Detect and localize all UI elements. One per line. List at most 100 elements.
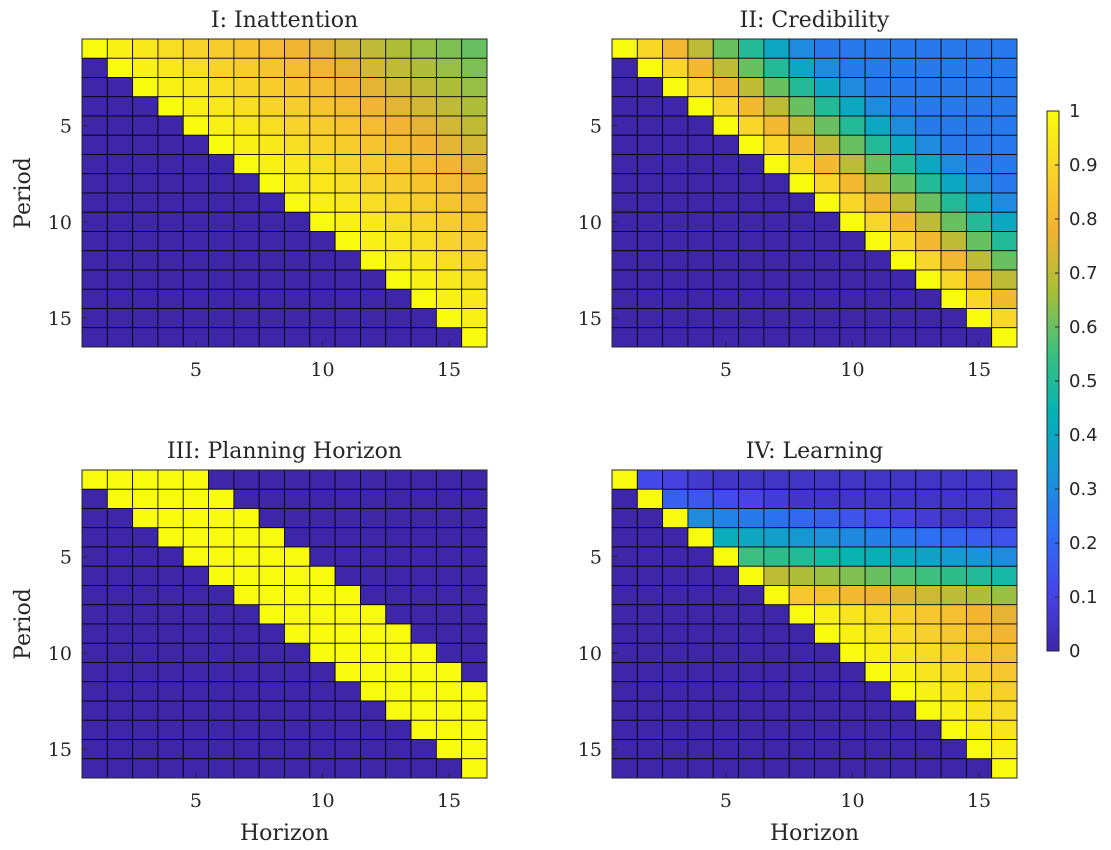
heatmap-cell-credibility-r4-c13 <box>915 96 942 117</box>
heatmap-cell-inattention-r3-c10 <box>309 77 336 98</box>
heatmap-cell-credibility-r13-c16 <box>991 269 1018 290</box>
heatmap-cell-planning-horizon-r2-c3 <box>132 488 159 509</box>
heatmap-cell-learning-r1-c7 <box>763 469 790 490</box>
heatmap-cell-learning-r9-c13 <box>915 623 942 644</box>
heatmap-cell-learning-r7-c14 <box>940 585 967 606</box>
heatmap-cell-inattention-r12-c6 <box>208 250 235 271</box>
heatmap-cell-inattention-r15-c5 <box>182 308 209 329</box>
heatmap-cell-credibility-r14-c7 <box>763 288 790 309</box>
heatmap-cell-credibility-r12-c10 <box>839 250 866 271</box>
heatmap-cell-planning-horizon-r11-c7 <box>233 662 260 683</box>
heatmap-cell-credibility-r12-c14 <box>940 250 967 271</box>
heatmap-cell-learning-r13-c5 <box>712 700 739 721</box>
heatmap-cell-credibility-r6-c3 <box>662 134 689 155</box>
heatmap-cell-planning-horizon-r6-c10 <box>309 565 336 586</box>
heatmap-cell-planning-horizon-r15-c16 <box>461 739 488 760</box>
heatmap-cell-learning-r10-c9 <box>814 642 841 663</box>
heatmap-cell-planning-horizon-r2-c6 <box>208 488 235 509</box>
heatmap-cell-inattention-r12-c2 <box>106 250 134 271</box>
heatmap-cell-inattention-r5-c6 <box>208 115 235 136</box>
heatmap-cell-learning-r3-c9 <box>814 508 841 529</box>
heatmap-cell-planning-horizon-r6-c12 <box>360 565 387 586</box>
heatmap-cell-credibility-r3-c2 <box>636 77 664 98</box>
heatmap-cell-learning-r9-c6 <box>738 623 765 644</box>
heatmap-cell-credibility-r12-c3 <box>662 250 689 271</box>
heatmap-cell-credibility-r15-c4 <box>687 308 714 329</box>
heatmap-cell-planning-horizon-r14-c3 <box>132 719 159 740</box>
heatmap-cell-learning-r9-c5 <box>712 623 739 644</box>
heatmap-cell-learning-r12-c2 <box>636 681 664 702</box>
heatmap-cell-planning-horizon-r1-c7 <box>233 469 260 490</box>
heatmap-cell-inattention-r11-c9 <box>284 231 311 252</box>
heatmap-cell-credibility-r7-c8 <box>788 154 815 175</box>
heatmap-cell-planning-horizon-r7-c7 <box>233 585 260 606</box>
heatmap-cell-learning-r15-c11 <box>864 739 891 760</box>
heatmap-cell-planning-horizon-r13-c4 <box>157 700 184 721</box>
x-tick-label-learning-10: 10 <box>840 790 864 812</box>
heatmap-cell-planning-horizon-r15-c11 <box>334 739 361 760</box>
heatmap-cell-credibility-r1-c15 <box>965 38 993 59</box>
heatmap-cell-inattention-r4-c16 <box>461 96 488 117</box>
heatmap-cell-inattention-r8-c13 <box>385 173 412 194</box>
heatmap-cell-learning-r16-c8 <box>788 758 815 779</box>
heatmap-cell-learning-r6-c14 <box>940 565 967 586</box>
heatmap-cell-planning-horizon-r10-c16 <box>461 642 488 663</box>
heatmap-cell-planning-horizon-r9-c5 <box>182 623 209 644</box>
heatmap-cell-inattention-r15-c7 <box>233 308 260 329</box>
heatmap-cell-planning-horizon-r4-c6 <box>208 527 235 548</box>
heatmap-cell-inattention-r7-c15 <box>435 154 463 175</box>
heatmap-cell-inattention-r1-c5 <box>182 38 209 59</box>
heatmap-cell-planning-horizon-r13-c16 <box>461 700 488 721</box>
heatmap-cell-planning-horizon-r8-c6 <box>208 604 235 625</box>
heatmap-cell-learning-r9-c7 <box>763 623 790 644</box>
heatmap-cell-planning-horizon-r3-c12 <box>360 508 387 529</box>
heatmap-cell-planning-horizon-r4-c3 <box>132 527 159 548</box>
heatmap-cell-credibility-r2-c10 <box>839 57 866 78</box>
colorbar-tick-label-0: 0 <box>1069 641 1080 662</box>
heatmap-cell-learning-r13-c13 <box>915 700 942 721</box>
heatmap-cell-inattention-r5-c15 <box>435 115 463 136</box>
heatmap-cell-inattention-r11-c14 <box>410 231 437 252</box>
heatmap-cell-inattention-r11-c4 <box>157 231 184 252</box>
heatmap-cell-learning-r3-c12 <box>890 508 917 529</box>
heatmap-cell-inattention-r3-c15 <box>435 77 463 98</box>
heatmap-cell-credibility-r8-c3 <box>662 173 689 194</box>
heatmap-cell-credibility-r10-c7 <box>763 211 790 232</box>
heatmap-cell-credibility-r13-c7 <box>763 269 790 290</box>
heatmap-cell-planning-horizon-r7-c14 <box>410 585 437 606</box>
heatmap-cell-learning-r14-c3 <box>662 719 689 740</box>
heatmap-cell-inattention-r16-c9 <box>284 327 311 348</box>
heatmap-cell-learning-r9-c3 <box>662 623 689 644</box>
heatmap-cell-learning-r2-c5 <box>712 488 739 509</box>
x-tick-label-inattention-15: 15 <box>437 359 461 381</box>
heatmap-cell-planning-horizon-r7-c16 <box>461 585 488 606</box>
heatmap-cell-credibility-r11-c9 <box>814 231 841 252</box>
heatmap-cell-inattention-r13-c8 <box>258 269 285 290</box>
heatmap-cell-planning-horizon-r9-c10 <box>309 623 336 644</box>
heatmap-cell-learning-r5-c3 <box>662 546 689 567</box>
heatmap-cell-learning-r4-c1 <box>611 527 638 548</box>
heatmap-cell-planning-horizon-r16-c11 <box>334 758 361 779</box>
heatmap-cell-planning-horizon-r11-c9 <box>284 662 311 683</box>
colorbar-tick-label-9: 0.9 <box>1069 155 1098 176</box>
heatmap-cell-learning-r1-c6 <box>738 469 765 490</box>
heatmap-cell-inattention-r13-c1 <box>81 269 108 290</box>
heatmap-cell-learning-r16-c13 <box>915 758 942 779</box>
heatmap-cell-inattention-r9-c12 <box>360 192 387 213</box>
heatmap-cell-credibility-r13-c12 <box>890 269 917 290</box>
heatmap-cell-learning-r12-c5 <box>712 681 739 702</box>
heatmap-cell-planning-horizon-r15-c12 <box>360 739 387 760</box>
heatmap-cell-learning-r10-c7 <box>763 642 790 663</box>
heatmap-cell-credibility-r14-c12 <box>890 288 917 309</box>
heatmap-cell-learning-r2-c12 <box>890 488 917 509</box>
heatmap-cell-planning-horizon-r12-c13 <box>385 681 412 702</box>
heatmap-cell-planning-horizon-r3-c13 <box>385 508 412 529</box>
heatmap-cell-planning-horizon-r5-c16 <box>461 546 488 567</box>
heatmap-cell-credibility-r3-c7 <box>763 77 790 98</box>
heatmap-cell-inattention-r2-c6 <box>208 57 235 78</box>
heatmap-cell-learning-r15-c15 <box>965 739 993 760</box>
heatmap-cell-learning-r4-c3 <box>662 527 689 548</box>
heatmap-cell-learning-r1-c16 <box>991 469 1018 490</box>
heatmap-cell-credibility-r9-c5 <box>712 192 739 213</box>
